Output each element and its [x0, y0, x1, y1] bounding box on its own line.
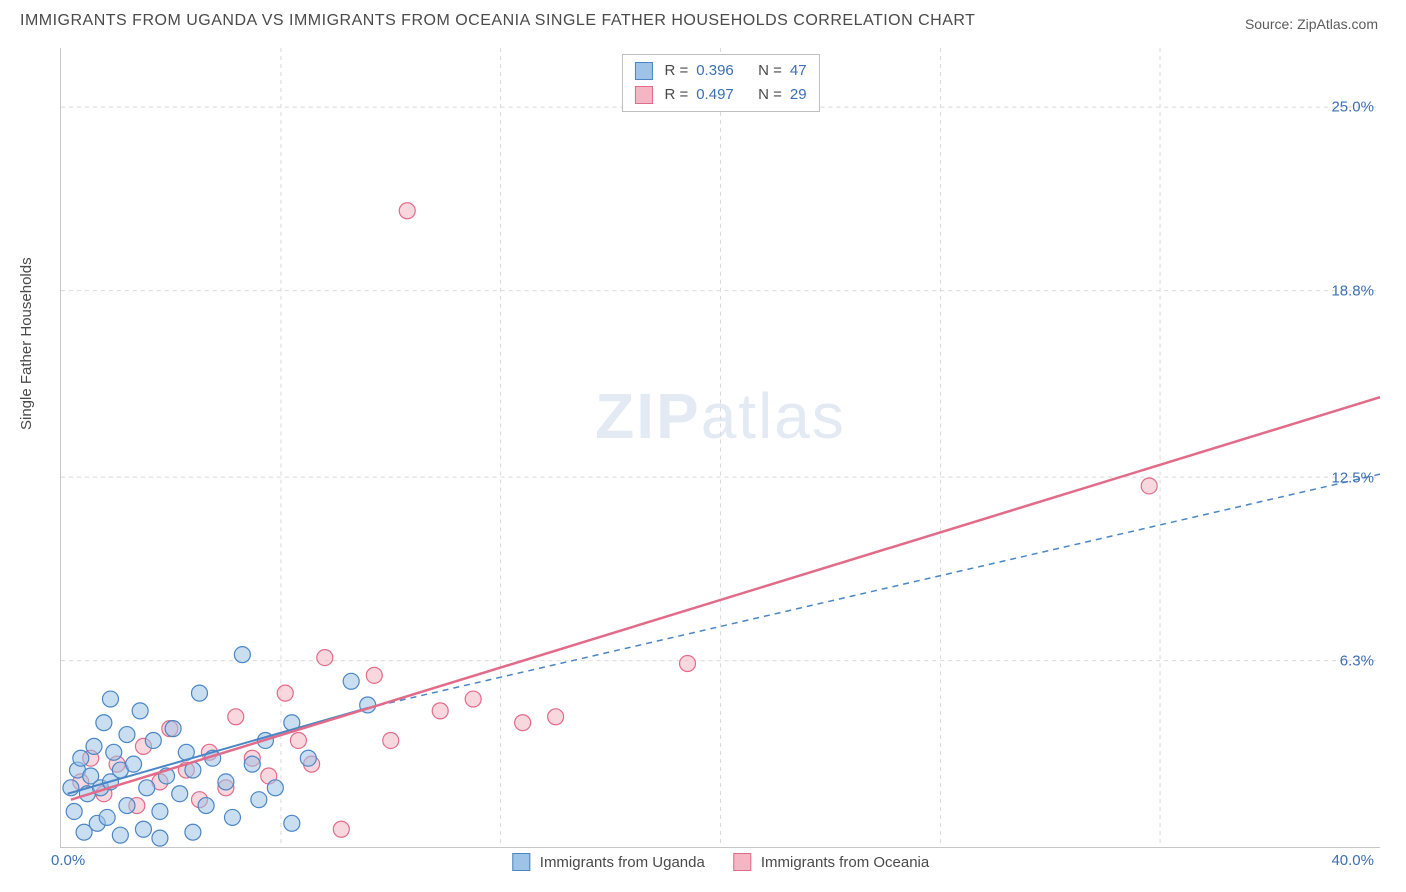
stats-legend-box: R = 0.396 N = 47 R = 0.497 N = 29 — [621, 54, 819, 112]
swatch-uganda — [512, 853, 530, 871]
r-label: R = — [664, 59, 688, 83]
legend-label-uganda: Immigrants from Uganda — [540, 854, 705, 871]
chart-title: IMMIGRANTS FROM UGANDA VS IMMIGRANTS FRO… — [20, 12, 975, 30]
legend-item-oceania: Immigrants from Oceania — [733, 853, 929, 871]
y-tick-label: 25.0% — [1331, 99, 1374, 116]
n-label: N = — [758, 83, 782, 107]
y-tick-label: 6.3% — [1340, 653, 1374, 670]
legend-item-uganda: Immigrants from Uganda — [512, 853, 705, 871]
r-label: R = — [664, 83, 688, 107]
x-tick-min: 0.0% — [51, 852, 85, 869]
n-value-uganda: 47 — [790, 59, 807, 83]
y-tick-label: 12.5% — [1331, 469, 1374, 486]
n-label: N = — [758, 59, 782, 83]
chart-svg — [61, 48, 1380, 847]
x-tick-max: 40.0% — [1331, 852, 1374, 869]
y-axis-label: Single Father Households — [18, 257, 35, 430]
swatch-oceania — [733, 853, 751, 871]
legend-label-oceania: Immigrants from Oceania — [761, 854, 929, 871]
r-value-uganda: 0.396 — [696, 59, 734, 83]
source-label: Source: ZipAtlas.com — [1245, 16, 1378, 32]
swatch-uganda — [634, 62, 652, 80]
swatch-oceania — [634, 86, 652, 104]
stats-row-oceania: R = 0.497 N = 29 — [634, 83, 806, 107]
n-value-oceania: 29 — [790, 83, 807, 107]
bottom-legend: Immigrants from Uganda Immigrants from O… — [512, 853, 929, 871]
y-tick-label: 18.8% — [1331, 282, 1374, 299]
plot-area: ZIPatlas 6.3%12.5%18.8%25.0% 0.0% 40.0% … — [60, 48, 1380, 848]
stats-row-uganda: R = 0.396 N = 47 — [634, 59, 806, 83]
r-value-oceania: 0.497 — [696, 83, 734, 107]
